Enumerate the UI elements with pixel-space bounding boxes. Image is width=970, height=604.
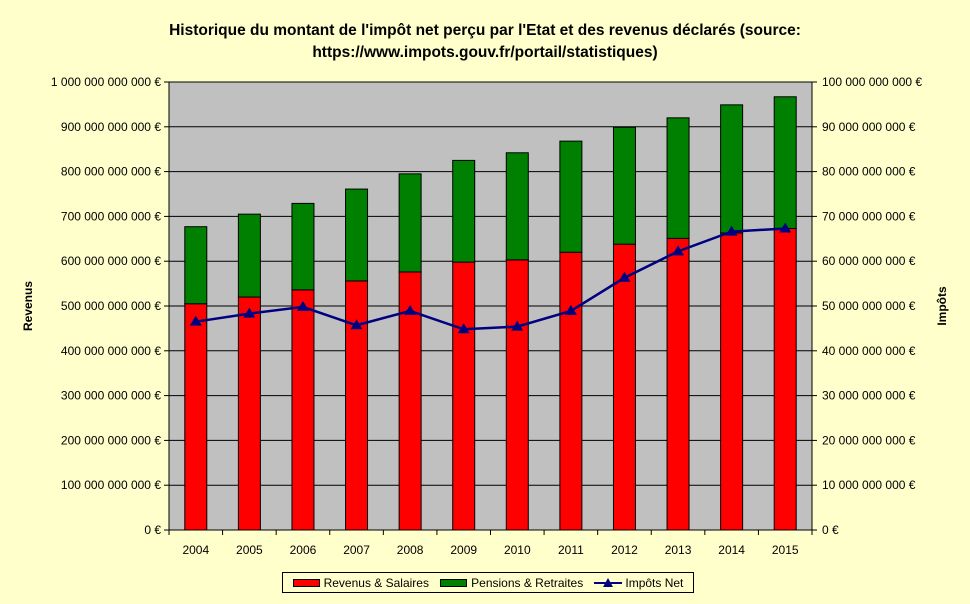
- bar-pensions-retraites: [237, 213, 261, 298]
- point-impots-net: [511, 320, 524, 331]
- bar-revenus-salaires: [452, 261, 476, 531]
- y-right-tick-label: 20 000 000 000 €: [822, 433, 916, 447]
- legend-item-impots: Impôts Net: [594, 576, 683, 590]
- y-left-tick-label: 0 €: [144, 523, 161, 537]
- y-right-tick-label: 30 000 000 000 €: [822, 389, 916, 403]
- bar-revenus-salaires: [237, 296, 261, 531]
- bar-pensions-retraites: [559, 140, 583, 253]
- y-left-tick-label: 800 000 000 000 €: [61, 165, 161, 179]
- bar-pensions-retraites: [612, 126, 636, 245]
- y-right-tick-label: 90 000 000 000 €: [822, 120, 916, 134]
- x-tick-label: 2014: [718, 543, 745, 557]
- y-left-tick-label: 100 000 000 000 €: [61, 478, 161, 492]
- bar-pensions-retraites: [345, 188, 369, 282]
- point-impots-net: [779, 222, 792, 233]
- bar-revenus-salaires: [720, 232, 744, 531]
- y-left-tick-label: 400 000 000 000 €: [61, 344, 161, 358]
- x-tick-label: 2008: [397, 543, 424, 557]
- y-left-tick-label: 700 000 000 000 €: [61, 209, 161, 223]
- x-tick-label: 2007: [343, 543, 370, 557]
- bar-pensions-retraites: [291, 202, 315, 291]
- x-tick-label: 2006: [290, 543, 317, 557]
- x-tick-label: 2009: [450, 543, 477, 557]
- bar-revenus-salaires: [612, 243, 636, 531]
- bar-pensions-retraites: [398, 173, 422, 273]
- legend-swatch-pensions: [440, 578, 468, 587]
- y-left-tick-label: 600 000 000 000 €: [61, 254, 161, 268]
- x-tick-label: 2005: [236, 543, 263, 557]
- point-impots-net: [564, 304, 577, 315]
- line-impots-net: [195, 227, 786, 331]
- y-left-tick-label: 300 000 000 000 €: [61, 389, 161, 403]
- y-right-tick-label: 40 000 000 000 €: [822, 344, 916, 358]
- legend-item-pensions: Pensions & Retraites: [440, 576, 583, 590]
- legend: Revenus & Salaires Pensions & Retraites …: [282, 572, 694, 593]
- bar-revenus-salaires: [505, 259, 529, 531]
- bar-revenus-salaires: [773, 227, 797, 531]
- legend-label-impots: Impôts Net: [625, 575, 684, 590]
- point-impots-net: [725, 225, 738, 236]
- y-right-tick-label: 0 €: [822, 523, 839, 537]
- y-left-tick-label: 900 000 000 000 €: [61, 120, 161, 134]
- bar-revenus-salaires: [184, 303, 208, 531]
- y-right-tick-label: 100 000 000 000 €: [822, 75, 922, 89]
- y-right-axis-title: Impôts: [935, 286, 949, 326]
- x-tick-label: 2004: [182, 543, 209, 557]
- y-right-tick-label: 60 000 000 000 €: [822, 254, 916, 268]
- line-layer: [189, 222, 792, 334]
- y-right-tick-label: 10 000 000 000 €: [822, 478, 916, 492]
- point-impots-net: [350, 319, 363, 330]
- legend-label-revenus: Revenus & Salaires: [323, 575, 429, 590]
- y-left-tick-label: 500 000 000 000 €: [61, 299, 161, 313]
- bar-revenus-salaires: [291, 289, 315, 531]
- y-left-axis-title: Revenus: [21, 281, 35, 331]
- x-tick-label: 2012: [611, 543, 638, 557]
- y-right-tick-label: 70 000 000 000 €: [822, 209, 916, 223]
- bar-pensions-retraites: [720, 104, 744, 234]
- y-left-tick-label: 1 000 000 000 000 €: [51, 75, 161, 89]
- grid-lines: [169, 81, 812, 486]
- x-tick-label: 2010: [504, 543, 531, 557]
- point-impots-net: [618, 271, 631, 282]
- bar-pensions-retraites: [505, 152, 529, 261]
- chart-title: Historique du montant de l'impôt net per…: [80, 20, 890, 64]
- point-impots-net: [296, 300, 309, 311]
- legend-item-revenus: Revenus & Salaires: [292, 575, 429, 590]
- point-impots-net: [189, 315, 202, 326]
- y-right-tick-label: 80 000 000 000 €: [822, 165, 916, 179]
- legend-swatch-revenus: [292, 578, 320, 587]
- bar-pensions-retraites: [452, 159, 476, 263]
- bar-revenus-salaires: [345, 280, 369, 531]
- x-tick-label: 2015: [772, 543, 799, 557]
- x-tick-label: 2013: [665, 543, 692, 557]
- legend-swatch-impots: [594, 577, 623, 587]
- y-right-tick-label: 50 000 000 000 €: [822, 299, 916, 313]
- y-left-tick-label: 200 000 000 000 €: [61, 433, 161, 447]
- legend-label-pensions: Pensions & Retraites: [471, 575, 584, 590]
- x-tick-label: 2011: [558, 543, 584, 557]
- bar-revenus-salaires: [666, 237, 690, 531]
- chart-title-line-2: https://www.impots.gouv.fr/portail/stati…: [312, 44, 658, 61]
- point-impots-net: [243, 307, 256, 318]
- point-impots-net: [457, 323, 470, 334]
- bar-pensions-retraites: [184, 226, 208, 305]
- axis-layer: 0 € 100 000 000 000 € 200 000 000 000 € 300…: [51, 75, 923, 557]
- bar-pensions-retraites: [666, 117, 690, 239]
- chart-title-line-1: Historique du montant de l'impôt net per…: [169, 22, 801, 39]
- point-impots-net: [404, 304, 417, 315]
- point-impots-net: [672, 245, 685, 256]
- bar-revenus-salaires: [559, 251, 583, 531]
- bar-pensions-retraites: [773, 96, 797, 229]
